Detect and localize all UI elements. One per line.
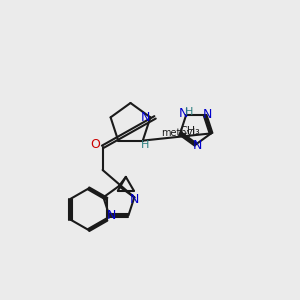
Text: N: N (203, 108, 212, 121)
Text: H: H (141, 140, 149, 150)
Text: CH₃: CH₃ (179, 126, 200, 136)
Text: N: N (193, 139, 203, 152)
Text: N: N (179, 106, 188, 119)
Text: N: N (107, 209, 116, 222)
Text: H: H (185, 107, 194, 117)
Text: O: O (91, 138, 100, 151)
Text: N: N (141, 111, 150, 124)
Text: N: N (130, 193, 139, 206)
Text: methyl: methyl (161, 128, 195, 138)
